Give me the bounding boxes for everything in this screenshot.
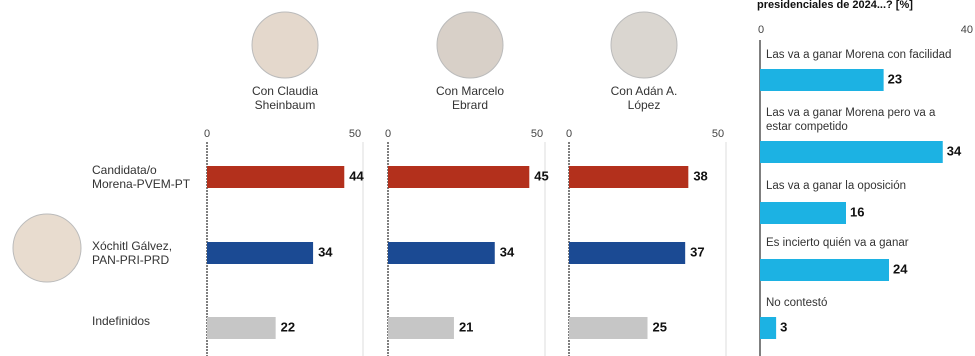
- bar: [569, 166, 689, 188]
- value-label: 37: [690, 244, 704, 259]
- value-label: 24: [893, 261, 908, 276]
- panel-title: Con Marcelo Ebrard: [435, 84, 505, 112]
- category-label: No contestó: [766, 297, 828, 309]
- value-label: 34: [318, 244, 333, 259]
- bar: [207, 317, 276, 339]
- bar: [569, 242, 686, 264]
- value-label: 34: [500, 244, 515, 259]
- category-label: Es incierto quién va a ganar: [766, 237, 909, 249]
- photo: [12, 213, 82, 283]
- bar: [760, 317, 777, 339]
- bar: [760, 259, 889, 281]
- category-label: Las va a ganar la oposición: [766, 180, 907, 192]
- category-label: Xóchitl Gálvez, PAN-PRI-PRD: [92, 239, 173, 267]
- value-label: 45: [534, 168, 548, 183]
- category-label: Candidata/o Morena-PVEM-PT: [92, 163, 191, 191]
- value-label: 22: [281, 319, 295, 334]
- bar: [388, 242, 495, 264]
- bar: [760, 141, 943, 163]
- x-tick-label: 50: [349, 128, 361, 140]
- value-label: 23: [888, 71, 902, 86]
- value-label: 21: [459, 319, 473, 334]
- bar: [388, 166, 530, 188]
- photo: [436, 11, 504, 79]
- value-label: 44: [349, 168, 364, 183]
- x-tick-label: 0: [204, 128, 210, 140]
- x-tick-label: 50: [531, 128, 543, 140]
- category-label: Las va a ganar Morena con facilidad: [766, 49, 952, 61]
- x-tick-label: 0: [758, 24, 764, 36]
- bar: [760, 69, 884, 91]
- photo: [610, 11, 678, 79]
- x-tick-label: 0: [385, 128, 391, 140]
- value-label: 16: [850, 204, 864, 219]
- value-label: 25: [653, 319, 667, 334]
- bar: [569, 317, 648, 339]
- bar: [207, 166, 345, 188]
- value-label: 3: [780, 319, 787, 334]
- photos: [12, 11, 678, 283]
- chart-title: presidenciales de 2024...? [%]: [757, 0, 913, 11]
- photo: [251, 11, 319, 79]
- x-tick-label: 0: [566, 128, 572, 140]
- bar: [760, 202, 846, 224]
- bar: [388, 317, 454, 339]
- value-label: 38: [693, 168, 707, 183]
- panel-title: Con Claudia Sheinbaum: [251, 84, 319, 112]
- x-tick-label: 50: [712, 128, 724, 140]
- x-tick-label: 40: [961, 24, 973, 36]
- bar: [207, 242, 314, 264]
- value-label: 34: [947, 143, 962, 158]
- category-label: Las va a ganar Morena pero va a estar co…: [766, 107, 936, 133]
- category-label: Indefinidos: [92, 314, 151, 328]
- panel-title: Con Adán A. López: [610, 84, 678, 112]
